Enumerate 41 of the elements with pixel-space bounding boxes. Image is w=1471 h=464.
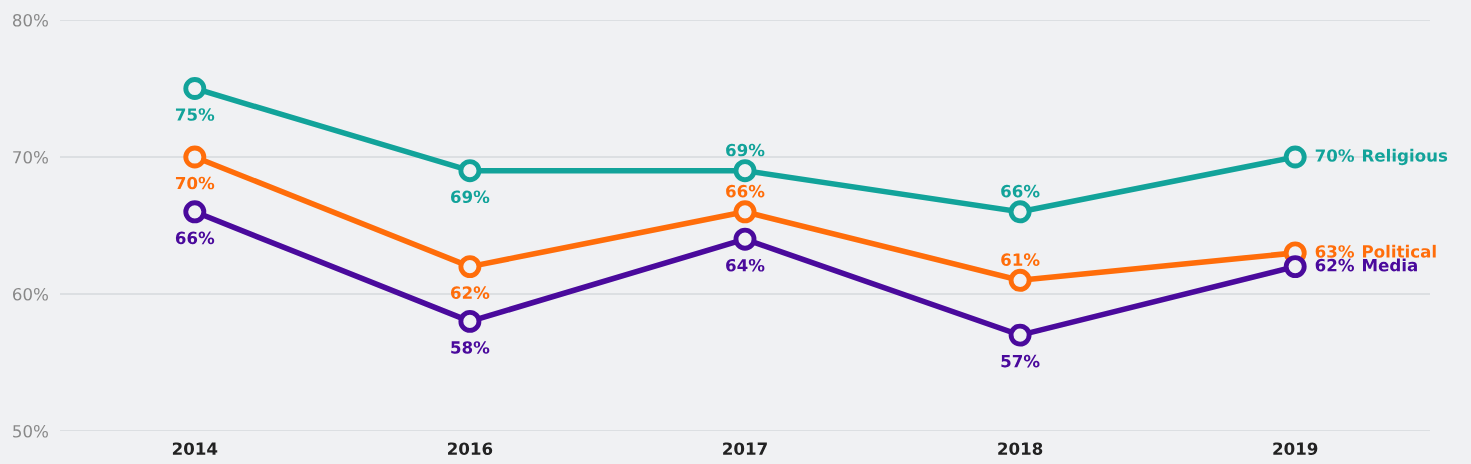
point bbox=[1283, 145, 1307, 169]
y-tick-label: 70% bbox=[13, 150, 48, 164]
point bbox=[1008, 200, 1032, 224]
data-label: 64% bbox=[726, 258, 765, 272]
text: Political bbox=[1363, 244, 1436, 258]
text: Religious bbox=[1363, 148, 1448, 166]
y-tick-label: 80% bbox=[12, 13, 48, 27]
data-label: 66% bbox=[726, 184, 765, 198]
point bbox=[183, 145, 207, 169]
point bbox=[458, 159, 482, 183]
data-label: 75% bbox=[175, 108, 215, 121]
data-label: 66% bbox=[175, 231, 215, 245]
y-tick-label: 60% bbox=[13, 287, 48, 301]
data-label: 62% bbox=[1315, 258, 1355, 272]
point bbox=[733, 227, 757, 251]
x-tick-label: 2018 bbox=[998, 442, 1043, 456]
x-tick-label: 2019 bbox=[1273, 442, 1318, 456]
data-label: 63% bbox=[1315, 245, 1355, 258]
x-tick-label: 2017 bbox=[723, 442, 767, 456]
data-label: 62% bbox=[450, 286, 490, 299]
data-label: 58% bbox=[451, 341, 490, 354]
point bbox=[733, 200, 757, 224]
y-tick-label: 50% bbox=[13, 424, 48, 438]
point bbox=[1008, 268, 1032, 292]
data-label: 61% bbox=[1001, 253, 1040, 266]
point bbox=[1008, 323, 1032, 347]
data-label: 70% bbox=[175, 176, 215, 190]
point bbox=[1283, 255, 1307, 279]
data-label: 69% bbox=[726, 143, 765, 157]
x-tick-label: 2014 bbox=[172, 442, 218, 456]
point bbox=[183, 77, 207, 100]
text: Media bbox=[1363, 258, 1417, 272]
x-tick-label: 2016 bbox=[448, 442, 493, 456]
data-label: 66% bbox=[1001, 184, 1040, 198]
data-label: 69% bbox=[450, 190, 490, 204]
data-label: 57% bbox=[1001, 354, 1040, 368]
data-label: 70% bbox=[1315, 149, 1355, 162]
point bbox=[183, 200, 207, 224]
point bbox=[458, 255, 482, 279]
point bbox=[733, 159, 757, 183]
point bbox=[458, 309, 482, 333]
